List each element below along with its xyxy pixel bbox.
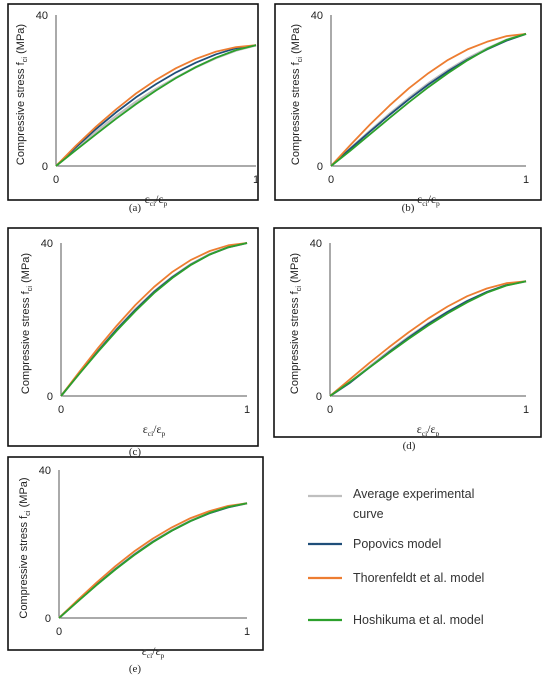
y-tick-label: 0 — [317, 161, 323, 173]
y-tick-label: 0 — [47, 391, 53, 403]
series-line-tho — [55, 44, 257, 167]
legend: Average experimental curve Popovics model T… — [308, 487, 484, 627]
y-tick-label: 0 — [45, 613, 51, 625]
chart-panel: 0 40 0 1 Compressive stress fci (MPa) εci/εp(… — [7, 227, 259, 458]
y-tick-label: 40 — [39, 465, 51, 477]
y-axis-title: Compressive stress fci (MPa) — [289, 253, 303, 394]
x-tick-label: 1 — [523, 404, 529, 416]
panel-frame — [7, 227, 259, 447]
series-line-hos — [60, 242, 248, 397]
x-tick-label: 0 — [58, 404, 64, 416]
legend-label: Popovics model — [353, 537, 441, 551]
series-line-hos — [55, 44, 257, 167]
chart-panel: 0 40 0 1 Compressive stress fci (MPa) εci/εp(… — [7, 3, 259, 214]
series-line-tho — [329, 280, 527, 397]
legend-entry-tho: Thorenfeldt et al. model — [308, 571, 484, 585]
y-tick-label: 40 — [36, 10, 48, 22]
legend-label: Average experimental — [353, 487, 474, 501]
series-line-hos — [58, 502, 248, 619]
series-line-tho — [60, 242, 248, 397]
y-tick-label: 0 — [42, 161, 48, 173]
series-line-pop — [55, 44, 257, 167]
series-line-tho — [58, 502, 248, 619]
panel-frame — [7, 3, 259, 201]
x-tick-label: 1 — [244, 626, 250, 638]
panel-caption: (a) — [129, 202, 142, 214]
panel-caption: (b) — [402, 202, 415, 214]
chart-panel: 0 40 0 1 Compressive stress fci (MPa) εci/εp(… — [7, 456, 264, 675]
x-tick-label: 0 — [56, 626, 62, 638]
legend-label: curve — [353, 507, 384, 521]
y-tick-label: 40 — [41, 238, 53, 250]
x-axis-title: εci/εp — [143, 422, 166, 438]
y-axis-title: Compressive stress fci (MPa) — [290, 24, 304, 165]
x-axis-title: εci/εp — [417, 192, 440, 208]
y-tick-label: 40 — [311, 10, 323, 22]
y-axis-title: Compressive stress fci (MPa) — [20, 253, 34, 394]
series-line-tho — [330, 33, 527, 167]
chart-panel: 0 40 0 1 Compressive stress fci (MPa) εci/εp(… — [273, 227, 542, 452]
legend-entry-pop: Popovics model — [308, 537, 441, 551]
x-tick-label: 1 — [253, 174, 259, 186]
x-tick-label: 0 — [328, 174, 334, 186]
x-axis-title: εci/εp — [145, 192, 168, 208]
x-axis-title: εci/εp — [417, 422, 440, 438]
x-tick-label: 0 — [53, 174, 59, 186]
panel-caption: (d) — [403, 440, 416, 452]
series-line-hos — [330, 33, 527, 167]
x-axis-title: εci/εp — [142, 644, 165, 660]
legend-label: Hoshikuma et al. model — [353, 613, 484, 627]
x-tick-label: 1 — [244, 404, 250, 416]
x-tick-label: 0 — [327, 404, 333, 416]
legend-entry-avg: Average experimental curve — [308, 487, 474, 521]
y-tick-label: 0 — [316, 391, 322, 403]
legend-entry-hos: Hoshikuma et al. model — [308, 613, 484, 627]
y-axis-title: Compressive stress fci (MPa) — [18, 477, 32, 618]
y-axis-title: Compressive stress fci (MPa) — [15, 24, 29, 165]
legend-label: Thorenfeldt et al. model — [353, 571, 484, 585]
x-tick-label: 1 — [523, 174, 529, 186]
panel-caption: (e) — [129, 663, 142, 675]
series-line-hos — [329, 280, 527, 397]
y-tick-label: 40 — [310, 238, 322, 250]
chart-panel: 0 40 0 1 Compressive stress fci (MPa) εci/εp(… — [274, 3, 542, 214]
panel-caption: (c) — [129, 446, 142, 458]
